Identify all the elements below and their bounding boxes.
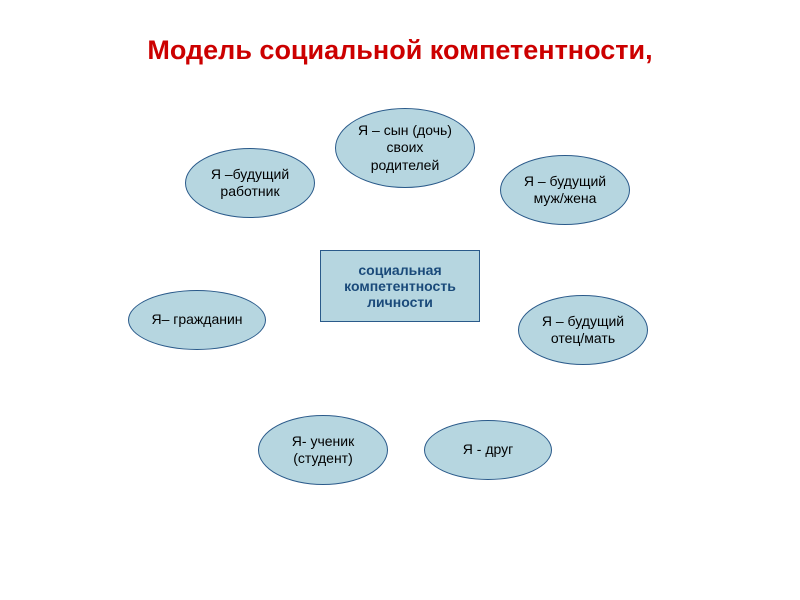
role-node-future-worker: Я –будущий работник [185,148,315,218]
title-trailing: , [645,35,653,65]
title-text: Модель социальной компетентности [147,35,645,65]
role-node-citizen: Я– гражданин [128,290,266,350]
role-node-future-parent: Я – будущий отец/мать [518,295,648,365]
role-node-label: Я - друг [463,441,513,459]
role-node-label: Я – сын (дочь) своих родителей [358,122,452,175]
role-node-label: Я– гражданин [151,311,242,329]
role-node-label: Я –будущий работник [211,166,289,201]
role-node-son-daughter: Я – сын (дочь) своих родителей [335,108,475,188]
role-node-future-spouse: Я – будущий муж/жена [500,155,630,225]
role-node-label: Я – будущий отец/мать [542,313,624,348]
role-node-student: Я- ученик (студент) [258,415,388,485]
role-node-label: Я – будущий муж/жена [524,173,606,208]
role-node-label: Я- ученик (студент) [292,433,354,468]
center-label: социальная компетентность личности [321,262,479,310]
role-node-friend: Я - друг [424,420,552,480]
center-concept: социальная компетентность личности [320,250,480,322]
diagram-title: Модель социальной компетентности, [0,35,800,66]
